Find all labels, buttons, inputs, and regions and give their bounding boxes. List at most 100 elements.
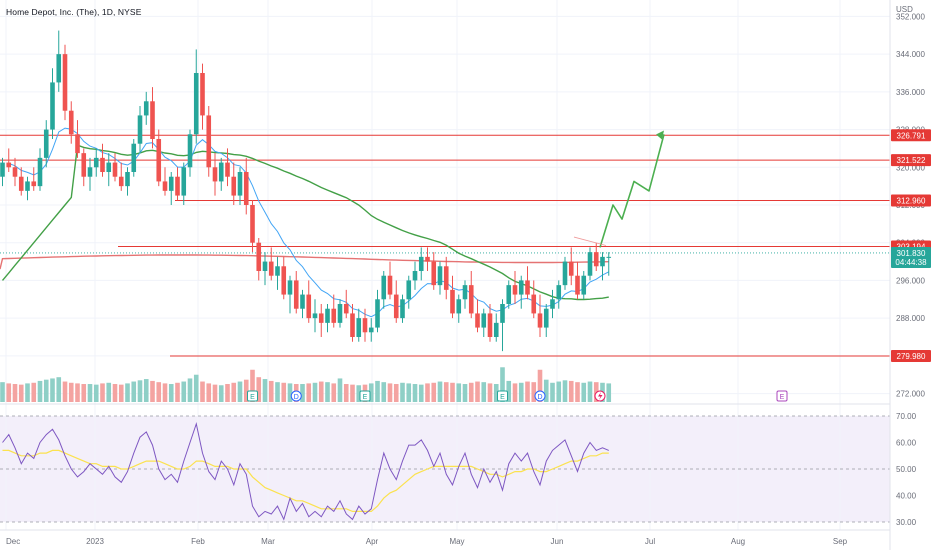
candle-body — [256, 242, 262, 271]
future-event-marker — [776, 390, 788, 402]
trend-line — [573, 236, 607, 246]
volume-bar — [6, 383, 12, 402]
price-level-tag — [891, 349, 931, 362]
volume-bar — [181, 381, 187, 402]
candle-body — [12, 167, 18, 177]
volume-bar — [443, 382, 449, 402]
candle-body — [43, 129, 49, 158]
volume-bar — [425, 383, 430, 402]
volume-bar — [475, 381, 480, 402]
volume-bar — [218, 385, 224, 402]
price-tick-label: 344.000 — [896, 50, 925, 59]
volume-bar — [337, 378, 343, 402]
time-tick-label: Jun — [551, 537, 564, 546]
volume-bar — [200, 381, 205, 402]
price-level-tag-text: 279.980 — [897, 352, 926, 361]
candle-body — [262, 261, 268, 271]
volume-bar — [281, 382, 287, 402]
price-level-tag-text: 312.960 — [897, 196, 926, 205]
candle-body — [468, 285, 474, 314]
volume-bar — [243, 379, 249, 402]
volume-bar — [450, 382, 455, 402]
candle-body — [437, 266, 443, 286]
volume-bar — [56, 377, 62, 402]
candle-body — [31, 181, 37, 187]
volume-bar — [531, 382, 537, 402]
candle-body — [562, 261, 568, 286]
candle-body — [37, 157, 43, 187]
volume-bar — [225, 384, 230, 402]
volume-bar — [350, 384, 355, 402]
volume-bar — [68, 382, 74, 402]
volume-bar — [162, 383, 168, 402]
candle-body — [293, 280, 299, 309]
candle-body — [0, 162, 5, 177]
volume-bar — [268, 380, 274, 402]
candle-body — [312, 313, 318, 319]
volume-bar — [387, 383, 393, 402]
time-tick-label: Feb — [191, 537, 205, 546]
candle-body — [356, 318, 362, 337]
candle-body — [137, 115, 143, 144]
volume-bar — [462, 384, 468, 402]
event-marker-label: E — [363, 394, 368, 401]
candle-body — [156, 139, 162, 182]
candle-body — [250, 205, 255, 243]
current-price-tag — [891, 246, 931, 268]
volume-bar — [550, 382, 555, 402]
price-pane-background — [0, 0, 890, 404]
price-level-tag — [891, 194, 931, 207]
candle-body — [212, 167, 218, 182]
candle-body — [281, 266, 287, 295]
candle-body — [531, 294, 537, 314]
candle-body — [118, 176, 124, 187]
projection-line — [599, 134, 665, 248]
volume-bar — [43, 379, 49, 402]
candle-body — [231, 176, 237, 196]
candle-body — [518, 280, 524, 295]
candle-body — [106, 162, 112, 172]
candle-body — [18, 176, 24, 191]
candle-body — [131, 143, 137, 172]
volume-bar — [125, 383, 130, 402]
event-marker-label: D — [537, 394, 542, 401]
flash-icon — [598, 392, 603, 400]
volume-bar — [437, 381, 443, 402]
volume-bar — [75, 383, 80, 402]
volume-bar — [375, 380, 380, 402]
volume-bar — [468, 382, 474, 402]
candle-body — [556, 285, 562, 300]
volume-bar — [262, 379, 268, 402]
volume-bar — [356, 385, 362, 402]
candle-body — [500, 304, 505, 323]
volume-bar — [231, 382, 237, 402]
candle-body — [412, 271, 418, 281]
rsi-tick-label: 40.00 — [896, 492, 917, 501]
candle-body — [93, 157, 99, 168]
volume-bar — [506, 380, 512, 402]
event-marker-label: D — [294, 394, 299, 401]
candlesticks — [0, 30, 612, 352]
candle-body — [506, 285, 512, 304]
event-marker-label: E — [500, 394, 505, 401]
volume-bar — [62, 381, 68, 402]
candle-body — [175, 176, 180, 196]
candle-body — [187, 134, 193, 168]
volume-bar — [456, 383, 462, 402]
candle-body — [362, 318, 368, 333]
time-tick-label: 2023 — [86, 537, 104, 546]
projection-path — [573, 130, 665, 248]
volume-bar — [418, 384, 424, 402]
volume-bar — [131, 381, 137, 402]
candle-body — [537, 313, 543, 328]
volume-bar — [300, 384, 305, 402]
time-tick-label: Sep — [833, 537, 848, 546]
volume-bar — [381, 382, 387, 402]
candle-body — [575, 275, 580, 295]
candle-body — [287, 280, 293, 295]
candle-body — [81, 153, 87, 177]
volume-bar — [493, 384, 499, 402]
event-marker — [497, 390, 508, 402]
volume-bar — [306, 383, 312, 402]
